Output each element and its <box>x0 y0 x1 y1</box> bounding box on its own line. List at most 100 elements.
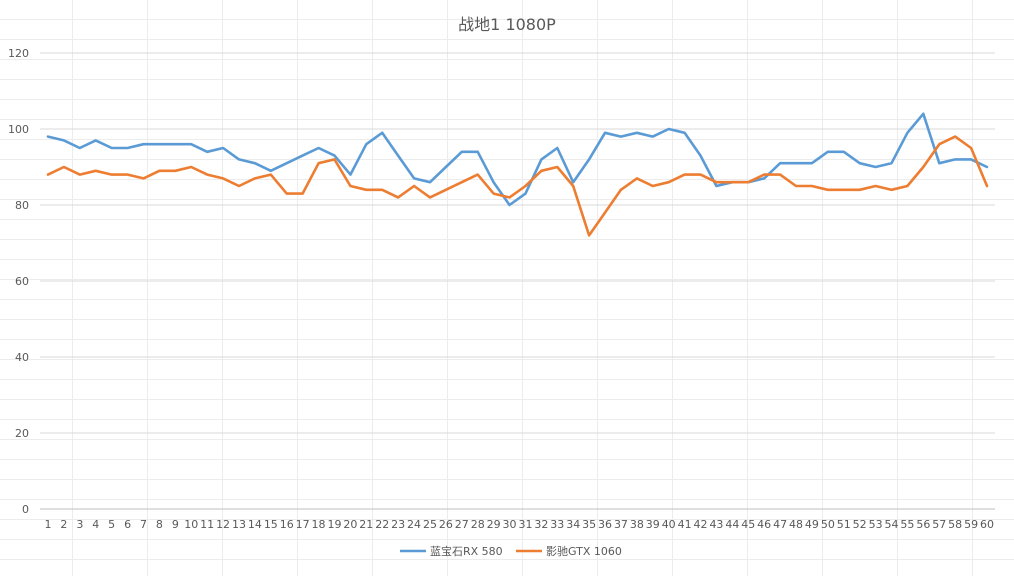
cell-gridline-horizontal <box>0 39 1014 40</box>
x-tick-label: 17 <box>296 518 310 531</box>
cell-gridline-horizontal <box>0 399 1014 400</box>
cell-gridline-horizontal <box>0 79 1014 80</box>
x-tick-label: 54 <box>885 518 899 531</box>
x-tick-label: 34 <box>566 518 580 531</box>
cell-gridline-horizontal <box>0 119 1014 120</box>
x-tick-label: 38 <box>630 518 644 531</box>
x-tick-label: 58 <box>948 518 962 531</box>
x-tick-label: 20 <box>343 518 357 531</box>
x-tick-label: 27 <box>455 518 469 531</box>
x-tick-label: 40 <box>662 518 676 531</box>
x-tick-label: 12 <box>216 518 230 531</box>
x-tick-label: 3 <box>76 518 83 531</box>
x-tick-label: 4 <box>92 518 99 531</box>
y-tick-label: 60 <box>15 275 29 288</box>
y-axis-tick-labels: 0 20 40 60 80 100 120 <box>8 47 29 516</box>
cell-gridline-horizontal <box>0 19 1014 20</box>
legend-label-2: 影驰GTX 1060 <box>546 544 622 558</box>
x-tick-label: 46 <box>757 518 771 531</box>
x-tick-label: 43 <box>709 518 723 531</box>
x-tick-label: 47 <box>773 518 787 531</box>
y-tick-label: 40 <box>15 351 29 364</box>
cell-gridline-vertical <box>897 0 898 576</box>
cell-gridline-vertical <box>72 0 73 576</box>
x-axis-tick-labels: 1 2 3 4 5 6 7 8 9 10 11 12 13 14 15 16 17 18 19 20 21 22 23 24 2… <box>45 518 995 531</box>
x-tick-label: 2 <box>60 518 67 531</box>
cell-gridline-horizontal <box>0 59 1014 60</box>
x-tick-label: 56 <box>916 518 930 531</box>
y-tick-label: 80 <box>15 199 29 212</box>
cell-gridline-horizontal <box>0 479 1014 480</box>
x-tick-label: 52 <box>853 518 867 531</box>
cell-gridline-horizontal <box>0 539 1014 540</box>
cell-gridline-vertical <box>822 0 823 576</box>
cell-gridline-horizontal <box>0 279 1014 280</box>
x-tick-label: 31 <box>518 518 532 531</box>
cell-gridline-horizontal <box>0 559 1014 560</box>
cell-gridline-vertical <box>972 0 973 576</box>
x-tick-label: 36 <box>598 518 612 531</box>
x-tick-label: 32 <box>534 518 548 531</box>
x-tick-label: 29 <box>487 518 501 531</box>
x-tick-label: 5 <box>108 518 115 531</box>
y-tick-label: 0 <box>22 503 29 516</box>
x-tick-label: 25 <box>423 518 437 531</box>
cell-gridline-horizontal <box>0 319 1014 320</box>
x-tick-label: 7 <box>140 518 147 531</box>
x-tick-label: 33 <box>550 518 564 531</box>
x-tick-label: 53 <box>869 518 883 531</box>
x-tick-label: 21 <box>359 518 373 531</box>
x-tick-label: 10 <box>184 518 198 531</box>
y-tick-label: 120 <box>8 47 29 60</box>
series-lines <box>46 112 989 237</box>
x-tick-label: 15 <box>264 518 278 531</box>
x-tick-label: 1 <box>45 518 52 531</box>
legend-label-1: 蓝宝石RX 580 <box>430 544 503 558</box>
x-tick-label: 39 <box>646 518 660 531</box>
cell-gridline-vertical <box>372 0 373 576</box>
x-tick-label: 14 <box>248 518 262 531</box>
x-tick-label: 26 <box>439 518 453 531</box>
cell-gridline-horizontal <box>0 439 1014 440</box>
x-tick-label: 44 <box>725 518 739 531</box>
cell-gridline-vertical <box>447 0 448 576</box>
cell-gridline-vertical <box>297 0 298 576</box>
x-tick-label: 22 <box>375 518 389 531</box>
cell-gridline-horizontal <box>0 219 1014 220</box>
x-tick-label: 24 <box>407 518 421 531</box>
cell-gridline-vertical <box>597 0 598 576</box>
series-line-1 <box>46 112 989 207</box>
x-tick-label: 37 <box>614 518 628 531</box>
x-tick-label: 6 <box>124 518 131 531</box>
cell-gridline-horizontal <box>0 519 1014 520</box>
x-tick-label: 28 <box>471 518 485 531</box>
x-tick-label: 51 <box>837 518 851 531</box>
cell-gridline-horizontal <box>0 499 1014 500</box>
series-line-2 <box>46 135 989 237</box>
cell-gridline-horizontal <box>0 159 1014 160</box>
legend: 蓝宝石RX 580 影驰GTX 1060 <box>400 544 622 558</box>
cell-gridline-horizontal <box>0 339 1014 340</box>
cell-gridline-vertical <box>222 0 223 576</box>
x-tick-label: 59 <box>964 518 978 531</box>
x-tick-label: 55 <box>900 518 914 531</box>
x-tick-label: 45 <box>741 518 755 531</box>
x-tick-label: 57 <box>932 518 946 531</box>
x-tick-label: 30 <box>503 518 517 531</box>
cell-gridline-horizontal <box>0 379 1014 380</box>
x-tick-label: 60 <box>980 518 994 531</box>
x-tick-label: 35 <box>582 518 596 531</box>
cell-gridline-horizontal <box>0 359 1014 360</box>
cell-gridline-horizontal <box>0 419 1014 420</box>
chart-title: 战地1 1080P <box>458 15 556 34</box>
x-tick-label: 50 <box>821 518 835 531</box>
y-tick-label: 100 <box>8 123 29 136</box>
x-tick-label: 23 <box>391 518 405 531</box>
gridlines <box>40 52 995 510</box>
cell-gridline-horizontal <box>0 139 1014 140</box>
x-tick-label: 41 <box>678 518 692 531</box>
cell-gridline-horizontal <box>0 179 1014 180</box>
cell-gridline-vertical <box>747 0 748 576</box>
